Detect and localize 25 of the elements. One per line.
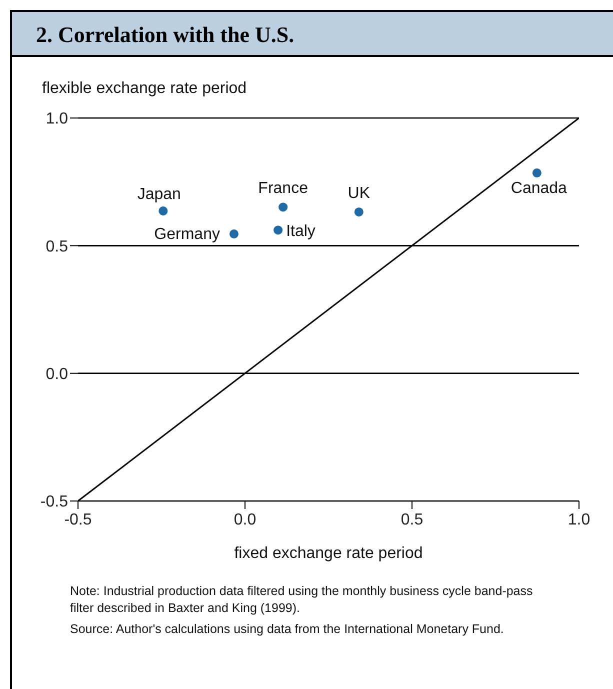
- y-tick-label: -0.5: [40, 494, 68, 511]
- annotation: Canada: [510, 180, 568, 197]
- annotation: Italy: [286, 223, 316, 240]
- annotation: UK: [348, 184, 370, 202]
- x-axis-title: fixed exchange rate period: [234, 545, 423, 562]
- annotation: France: [258, 180, 308, 198]
- annotation: Germany: [154, 226, 220, 243]
- y-tick-label: 0.5: [46, 238, 68, 256]
- point: [274, 226, 283, 235]
- y-axis-title: flexible exchange rate period: [42, 80, 247, 98]
- point: [278, 202, 288, 212]
- point: [354, 207, 364, 216]
- y-tick-label: 0.0: [46, 366, 68, 384]
- x-tick-label: 1.0: [568, 511, 590, 528]
- point: [532, 168, 542, 178]
- x-tick-label: 0.0: [234, 511, 256, 528]
- source-note: Source: Author's calculations using data from the International Monetary Fund.: [70, 621, 505, 638]
- point: [158, 206, 168, 216]
- text: Note: Industrial production data filtered using the monthly business cycle band-pass filter described in Baxter and King (1999).: [70, 583, 534, 617]
- chart-title: 2. Correlation with the U.S.: [12, 12, 613, 57]
- x-tick-label: -0.5: [64, 511, 92, 528]
- point: [229, 229, 238, 238]
- annotation: Japan: [137, 186, 181, 203]
- y-tick-label: 1.0: [46, 110, 68, 128]
- x-tick-label: 0.5: [400, 511, 424, 528]
